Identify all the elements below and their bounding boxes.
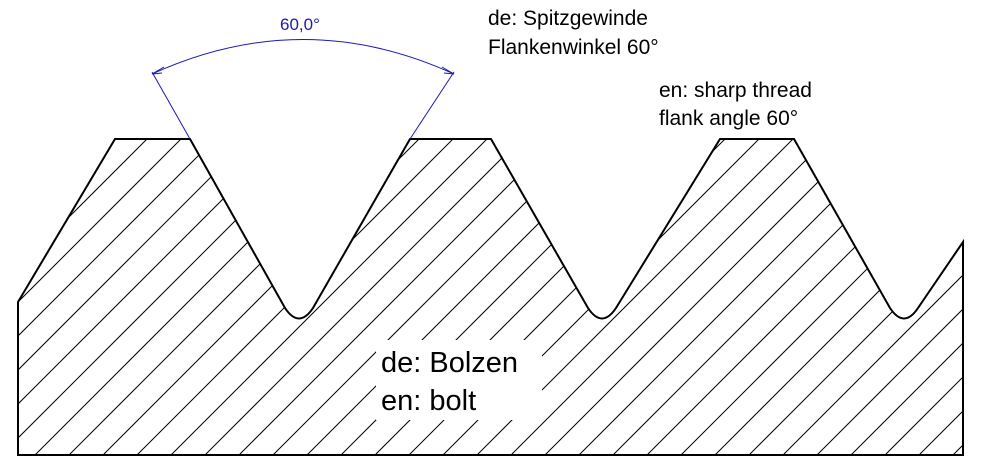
label-en-thread-title: en: sharp thread bbox=[659, 79, 812, 102]
extension-line-left bbox=[151, 71, 191, 140]
label-de-flank-angle: Flankenwinkel 60° bbox=[488, 36, 659, 59]
label-de-thread-title: de: Spitzgewinde bbox=[488, 7, 648, 30]
label-de-part: de: Bolzen bbox=[381, 347, 518, 379]
part-label-background bbox=[376, 340, 542, 420]
label-en-part: en: bolt bbox=[381, 385, 476, 417]
arrowhead-left bbox=[151, 66, 165, 75]
angle-dimension: 60,0° bbox=[151, 15, 455, 140]
bolt-outline bbox=[17, 138, 964, 456]
angle-dimension-text: 60,0° bbox=[280, 15, 320, 34]
label-en-flank-angle: flank angle 60° bbox=[659, 107, 798, 130]
dimension-arc bbox=[151, 39, 455, 75]
arrowhead-right bbox=[441, 66, 455, 75]
extension-line-right bbox=[409, 71, 455, 140]
